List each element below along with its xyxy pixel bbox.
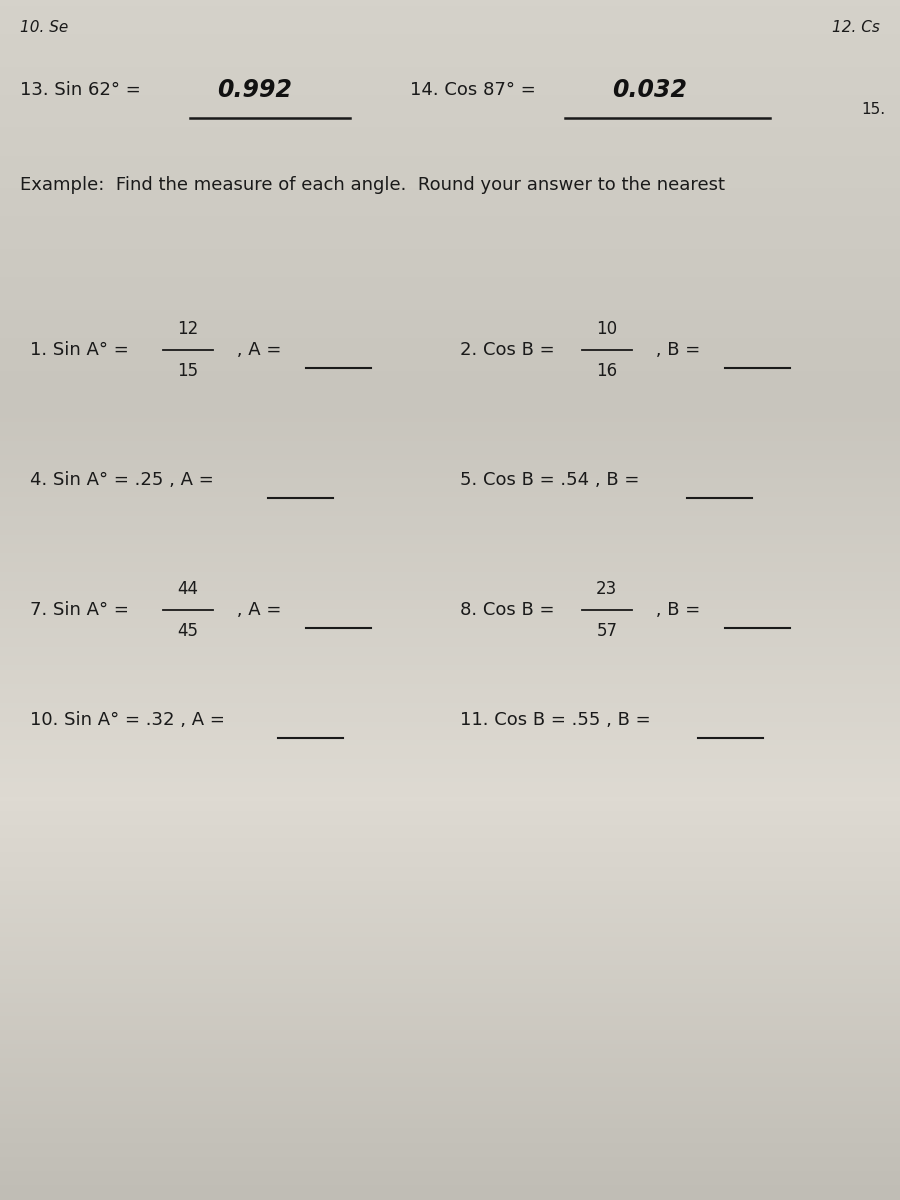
Text: 0.032: 0.032 xyxy=(613,78,688,102)
Text: 7. Sin A° =: 7. Sin A° = xyxy=(30,601,135,619)
Text: 57: 57 xyxy=(597,622,617,640)
Text: 13. Sin 62° =: 13. Sin 62° = xyxy=(20,80,140,98)
Text: 10. Se: 10. Se xyxy=(20,20,68,35)
Text: 4. Sin A° = .25 , A =: 4. Sin A° = .25 , A = xyxy=(30,470,220,490)
Text: 1. Sin A° =: 1. Sin A° = xyxy=(30,341,134,359)
Text: 5. Cos B = .54 , B =: 5. Cos B = .54 , B = xyxy=(460,470,645,490)
Text: 44: 44 xyxy=(177,580,198,598)
Text: 10: 10 xyxy=(596,320,617,338)
Text: 10. Sin A° = .32 , A =: 10. Sin A° = .32 , A = xyxy=(30,710,230,728)
Text: 0.992: 0.992 xyxy=(218,78,292,102)
Text: 23: 23 xyxy=(596,580,617,598)
Text: 12. Cs: 12. Cs xyxy=(832,20,880,35)
Text: 15.: 15. xyxy=(861,102,885,118)
Text: , A =: , A = xyxy=(230,601,287,619)
Text: 16: 16 xyxy=(596,362,617,380)
Text: , B =: , B = xyxy=(650,601,706,619)
Text: Example:  Find the measure of each angle.  Round your answer to the nearest: Example: Find the measure of each angle.… xyxy=(20,176,725,194)
Text: 8. Cos B =: 8. Cos B = xyxy=(460,601,560,619)
Text: , A =: , A = xyxy=(230,341,287,359)
Text: 12: 12 xyxy=(177,320,198,338)
Text: 14. Cos 87° =: 14. Cos 87° = xyxy=(410,80,536,98)
Text: 2. Cos B =: 2. Cos B = xyxy=(460,341,561,359)
Text: , B =: , B = xyxy=(650,341,706,359)
Text: 11. Cos B = .55 , B =: 11. Cos B = .55 , B = xyxy=(460,710,656,728)
Text: 15: 15 xyxy=(177,362,198,380)
Text: 45: 45 xyxy=(177,622,198,640)
